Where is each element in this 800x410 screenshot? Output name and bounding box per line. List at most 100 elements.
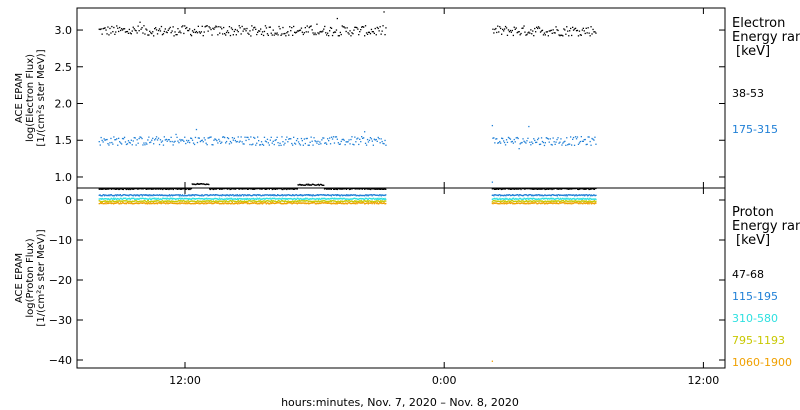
- data-point: [283, 188, 286, 190]
- data-point: [528, 202, 531, 204]
- data-point: [364, 198, 366, 201]
- data-point: [122, 138, 125, 140]
- data-point: [364, 25, 367, 27]
- data-point: [187, 187, 189, 190]
- data-point: [553, 198, 555, 200]
- data-point: [267, 194, 269, 196]
- data-point: [290, 202, 292, 204]
- data-point: [278, 200, 280, 202]
- data-point: [528, 194, 530, 196]
- data-point: [506, 202, 509, 204]
- data-point: [576, 29, 579, 32]
- data-point: [586, 202, 588, 204]
- data-point: [233, 200, 235, 202]
- data-point: [221, 188, 224, 190]
- data-point: [289, 202, 291, 204]
- data-point: [116, 194, 118, 196]
- data-point: [128, 200, 131, 202]
- data-point: [381, 194, 383, 196]
- data-point: [110, 32, 112, 34]
- data-point: [261, 200, 263, 202]
- data-point: [266, 188, 268, 190]
- data-point: [327, 198, 329, 200]
- data-point: [101, 195, 103, 197]
- data-point: [248, 200, 250, 202]
- data-point: [227, 201, 229, 203]
- data-point: [118, 30, 120, 33]
- data-point: [360, 198, 363, 200]
- data-point: [103, 198, 106, 200]
- data-point: [168, 198, 171, 200]
- data-point: [505, 139, 508, 141]
- data-point: [282, 198, 284, 200]
- data-point: [361, 198, 363, 200]
- data-point: [175, 200, 177, 202]
- data-point: [574, 188, 576, 190]
- data-point: [119, 198, 121, 200]
- data-point: [184, 202, 187, 205]
- data-point: [122, 200, 124, 202]
- data-point: [349, 194, 351, 197]
- data-point: [493, 32, 495, 34]
- data-point: [526, 140, 528, 142]
- data-point: [277, 200, 279, 203]
- data-point: [191, 183, 193, 185]
- data-point: [357, 28, 359, 30]
- data-point: [243, 202, 246, 204]
- data-point: [161, 188, 163, 190]
- data-point: [294, 143, 297, 145]
- data-point: [195, 198, 197, 200]
- data-point: [512, 142, 514, 144]
- data-point: [371, 198, 373, 200]
- data-point: [280, 194, 283, 196]
- data-point: [305, 137, 307, 140]
- data-point: [221, 195, 223, 197]
- data-point: [288, 198, 290, 200]
- data-point: [153, 194, 155, 196]
- data-point: [269, 203, 271, 205]
- data-point: [109, 200, 112, 202]
- data-point: [344, 144, 346, 146]
- data-point: [497, 142, 499, 144]
- data-point: [376, 188, 378, 190]
- data-point: [236, 197, 239, 200]
- data-point: [111, 141, 113, 144]
- data-point: [494, 194, 496, 196]
- data-point: [382, 142, 384, 145]
- data-point: [510, 188, 512, 190]
- data-point: [141, 200, 143, 202]
- data-point: [317, 200, 319, 203]
- data-point: [140, 202, 142, 204]
- data-point: [289, 201, 292, 203]
- data-point: [285, 195, 287, 197]
- data-point: [311, 183, 314, 185]
- data-point: [220, 203, 222, 205]
- data-point: [584, 202, 586, 204]
- data-point: [316, 194, 318, 196]
- data-point: [548, 200, 550, 202]
- data-point: [509, 197, 511, 200]
- data-point: [291, 203, 293, 205]
- data-point: [135, 188, 137, 190]
- data-point: [562, 202, 565, 204]
- data-point: [311, 198, 313, 200]
- data-point: [336, 17, 338, 20]
- data-point: [286, 203, 288, 205]
- data-point: [293, 188, 295, 190]
- data-point: [308, 203, 310, 205]
- data-point: [576, 198, 578, 200]
- data-point: [495, 200, 497, 202]
- data-point: [100, 195, 102, 197]
- data-point: [518, 200, 520, 202]
- data-point: [568, 202, 571, 204]
- data-point: [175, 202, 177, 205]
- data-point: [287, 202, 289, 204]
- data-point: [105, 139, 107, 141]
- data-point: [512, 203, 514, 205]
- data-point: [303, 198, 305, 200]
- data-point: [184, 25, 186, 27]
- data-point: [212, 194, 215, 196]
- data-point: [154, 139, 156, 141]
- data-point: [150, 188, 152, 190]
- data-point: [177, 198, 179, 200]
